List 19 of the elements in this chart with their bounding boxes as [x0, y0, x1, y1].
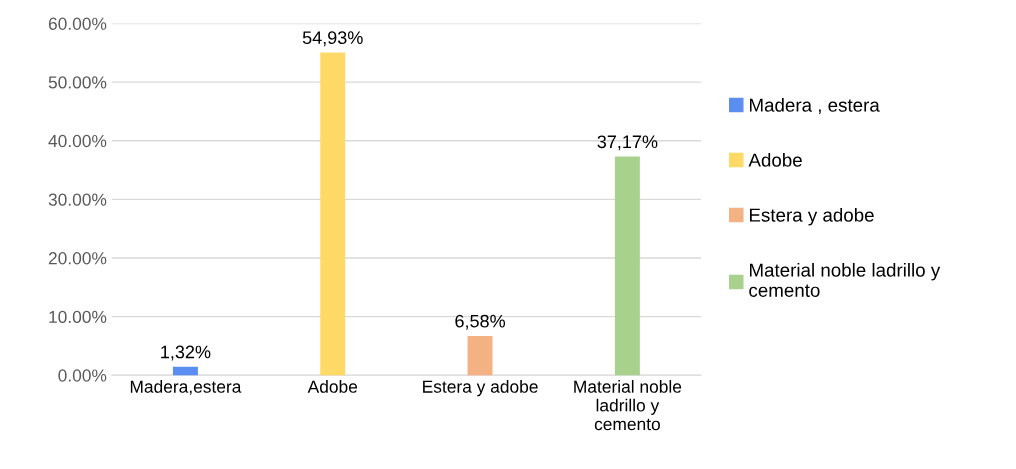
legend-label: Madera , estera: [749, 98, 880, 115]
legend-label: Adobe: [748, 153, 802, 167]
x-tick-label: Adobe: [307, 380, 358, 393]
data-label: 37,17%: [597, 135, 658, 151]
legend-label: Material noble ladrillo y cemento: [749, 262, 941, 297]
x-tick-label: Material noble ladrillo y cemento: [574, 380, 682, 431]
data-label: 6,58%: [455, 314, 506, 330]
y-tick-label: 40.00%: [48, 134, 107, 148]
x-tick-label: Estera y adobe: [423, 380, 538, 397]
y-tick-label: 50.00%: [48, 76, 107, 89]
legend-label: Estera y adobe: [749, 207, 874, 226]
y-tick-label: 60.00%: [48, 17, 107, 30]
y-tick-label: 0.00%: [58, 369, 107, 382]
x-tick-label: Madera,estera: [130, 380, 242, 395]
data-label: 1,32%: [161, 345, 211, 361]
data-label: 54,93%: [302, 31, 363, 47]
y-tick-label: 10.00%: [49, 310, 107, 324]
y-tick-label: 20.00%: [48, 252, 107, 265]
y-tick-label: 30.00%: [48, 193, 107, 206]
